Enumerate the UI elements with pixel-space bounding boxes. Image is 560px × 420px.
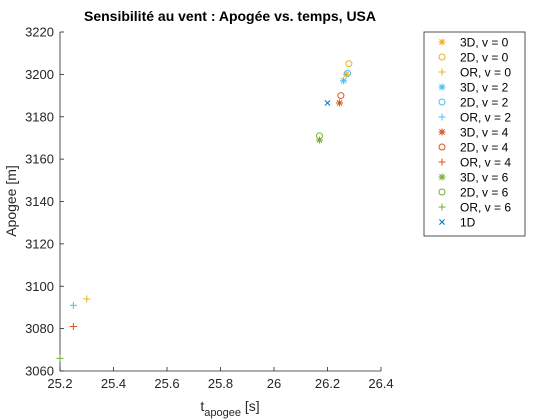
legend-marker-d2 bbox=[439, 129, 445, 135]
legend-marker-d2 bbox=[439, 84, 445, 90]
legend-entry-label: 2D, v = 4 bbox=[460, 141, 509, 155]
legend-marker bbox=[438, 203, 446, 211]
x-tick-label: 26.2 bbox=[315, 376, 340, 391]
legend-marker-circle bbox=[438, 53, 446, 61]
x-axis-label-unit: [s] bbox=[241, 398, 260, 414]
y-axis-label: Apogee [m] bbox=[3, 165, 19, 237]
legend-marker bbox=[438, 53, 446, 61]
data-point bbox=[344, 69, 352, 77]
x-tick-label: 25.8 bbox=[208, 376, 233, 391]
data-point bbox=[69, 301, 77, 309]
legend-marker-circle bbox=[438, 98, 446, 106]
legend-marker bbox=[438, 173, 446, 181]
data-point-circle bbox=[315, 132, 323, 140]
legend-entry-label: OR, v = 2 bbox=[460, 111, 511, 125]
legend-marker-circle bbox=[438, 188, 446, 196]
x-tick-label: 25.4 bbox=[101, 376, 126, 391]
legend-marker bbox=[438, 38, 446, 46]
legend-entry-label: 1D bbox=[460, 216, 476, 230]
y-tick-label: 3200 bbox=[25, 67, 54, 82]
legend-marker bbox=[438, 188, 446, 196]
y-tick-label: 3100 bbox=[25, 279, 54, 294]
data-point bbox=[324, 100, 331, 106]
y-tick-label: 3180 bbox=[25, 109, 54, 124]
legend-marker bbox=[438, 113, 446, 121]
x-tick-label: 25.6 bbox=[154, 376, 179, 391]
legend-entry-label: 2D, v = 2 bbox=[460, 96, 509, 110]
legend-entry-label: 2D, v = 6 bbox=[460, 186, 509, 200]
legend-marker-d2 bbox=[439, 174, 445, 180]
y-tick-label: 3080 bbox=[25, 321, 54, 336]
data-point-d2 bbox=[324, 100, 331, 106]
data-point-circle bbox=[344, 69, 352, 77]
ticks: 25.2 25.4 25.6 25.8 26 26.2 26.4 3060 3080 3100 31… bbox=[25, 25, 394, 392]
y-tick-label: 3140 bbox=[25, 194, 54, 209]
x-axis-label-subscript: apogee bbox=[204, 407, 241, 419]
legend-marker-d2 bbox=[439, 39, 445, 45]
data-point bbox=[56, 354, 64, 362]
data-point-d2 bbox=[340, 77, 347, 84]
y-tick-label: 3160 bbox=[25, 152, 54, 167]
legend-marker-d2 bbox=[439, 219, 445, 225]
data-point bbox=[340, 77, 348, 85]
x-axis-label: tapogee [s] bbox=[200, 398, 259, 419]
data-point bbox=[83, 295, 91, 303]
legend-entry-label: OR, v = 6 bbox=[460, 201, 511, 215]
data-point-d2 bbox=[343, 71, 350, 78]
x-axis-label-main: t bbox=[200, 398, 204, 414]
data-point bbox=[336, 99, 344, 107]
data-points bbox=[56, 60, 353, 362]
x-tick-label: 25.2 bbox=[47, 376, 72, 391]
data-point bbox=[345, 60, 353, 68]
legend-entry-label: 2D, v = 0 bbox=[460, 51, 509, 65]
legend-box bbox=[423, 31, 526, 237]
x-tick-label: 26 bbox=[267, 376, 281, 391]
data-point bbox=[315, 132, 323, 140]
legend-entry-label: 3D, v = 6 bbox=[460, 171, 509, 185]
data-point bbox=[69, 323, 77, 331]
legend-marker bbox=[438, 128, 446, 136]
legend-entry-label: OR, v = 0 bbox=[460, 66, 511, 80]
legend-marker bbox=[439, 219, 445, 225]
legend-marker bbox=[438, 83, 446, 91]
data-point-d2 bbox=[336, 100, 343, 106]
legend-marker bbox=[438, 68, 446, 76]
legend-entry-label: 3D, v = 4 bbox=[460, 126, 509, 140]
y-tick-label: 3060 bbox=[25, 364, 54, 379]
legend-marker bbox=[438, 143, 446, 151]
data-point-circle bbox=[337, 92, 345, 100]
y-tick-label: 3120 bbox=[25, 236, 54, 251]
legend-entry-label: OR, v = 4 bbox=[460, 156, 511, 170]
data-point bbox=[337, 92, 345, 100]
data-point-circle bbox=[345, 60, 353, 68]
legend-marker-circle bbox=[438, 143, 446, 151]
axes bbox=[59, 32, 381, 372]
data-point bbox=[342, 70, 350, 78]
legend-marker bbox=[438, 98, 446, 106]
chart-title: Sensibilité au vent : Apogée vs. temps, … bbox=[84, 8, 376, 24]
plot-area bbox=[60, 32, 381, 371]
legend-marker bbox=[438, 158, 446, 166]
x-tick-label: 26.4 bbox=[368, 376, 393, 391]
legend-entry-label: 3D, v = 0 bbox=[460, 36, 509, 50]
y-tick-label: 3220 bbox=[25, 25, 54, 40]
legend-entry-label: 3D, v = 2 bbox=[460, 81, 509, 95]
legend: 3D, v = 02D, v = 0OR, v = 03D, v = 22D, … bbox=[423, 31, 526, 237]
